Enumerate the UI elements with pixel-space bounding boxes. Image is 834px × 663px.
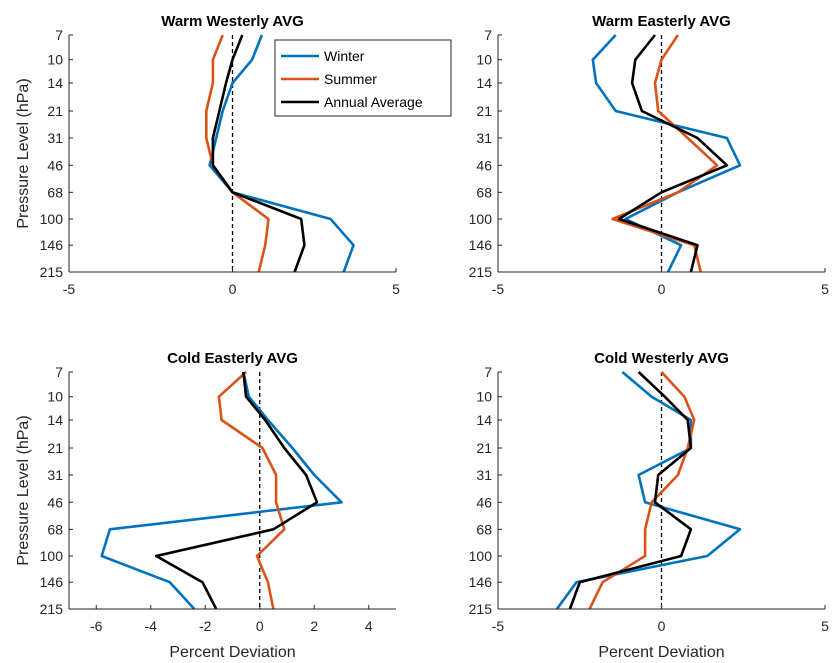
panel-warm-westerly-avg: 7 10 14 21 31 46 68 100 146 215-5 0 5 Warm Westerly … <box>15 13 452 297</box>
y-tick-label: 10 <box>47 52 63 68</box>
panel-title: Warm Easterly AVG <box>592 13 731 30</box>
y-tick-label: 68 <box>476 184 492 200</box>
y-tick-label: 21 <box>47 440 63 456</box>
y-tick-label: 7 <box>55 27 63 43</box>
x-tick-label: 2 <box>310 618 318 634</box>
y-tick-label: 46 <box>476 157 492 173</box>
x-tick-label: -2 <box>199 618 212 634</box>
y-tick-label: 146 <box>40 574 64 590</box>
x-tick-label: -5 <box>492 281 505 297</box>
y-tick-label: 68 <box>47 184 63 200</box>
y-tick-label: 10 <box>47 389 63 405</box>
x-tick-label: -6 <box>90 618 103 634</box>
y-tick-label: 46 <box>47 157 63 173</box>
x-axis-title: Percent Deviation <box>598 644 724 661</box>
y-tick-label: 146 <box>40 237 64 253</box>
y-tick-label: 21 <box>476 440 492 456</box>
y-tick-label: 14 <box>47 75 63 91</box>
y-tick-label: 46 <box>476 494 492 510</box>
y-tick-label: 31 <box>47 130 63 146</box>
y-tick-label: 31 <box>476 467 492 483</box>
x-tick-label: 5 <box>392 281 400 297</box>
y-tick-label: 68 <box>47 521 63 537</box>
x-tick-label: 4 <box>365 618 373 634</box>
panel-warm-easterly-avg: 7 10 14 21 31 46 68 100 146 215-5 0 5 Warm Easterly … <box>469 13 829 297</box>
series-line-summer <box>205 34 270 273</box>
y-tick-label: 7 <box>55 364 63 380</box>
y-tick-label: 14 <box>476 75 492 91</box>
y-tick-label: 31 <box>476 130 492 146</box>
y-tick-label: 100 <box>40 211 64 227</box>
y-axis-title: Pressure Level (hPa) <box>15 415 32 565</box>
series-line-annual-average <box>154 371 319 610</box>
x-tick-label: 0 <box>658 618 666 634</box>
x-tick-label: 5 <box>821 618 829 634</box>
y-axis-title: Pressure Level (hPa) <box>15 78 32 228</box>
series-line-winter <box>555 371 742 610</box>
x-tick-label: -5 <box>492 618 505 634</box>
x-tick-label: 0 <box>256 618 264 634</box>
panel-title: Warm Westerly AVG <box>161 13 304 30</box>
y-tick-label: 10 <box>476 389 492 405</box>
y-tick-label: 21 <box>476 103 492 119</box>
y-tick-label: 100 <box>40 548 64 564</box>
y-tick-label: 7 <box>484 364 492 380</box>
y-tick-label: 31 <box>47 467 63 483</box>
x-axis-title: Percent Deviation <box>169 644 295 661</box>
panel-title: Cold Westerly AVG <box>594 350 729 367</box>
legend: Winter Summer Annual Average <box>274 39 452 117</box>
x-tick-label: -4 <box>145 618 158 634</box>
panel-cold-easterly-avg: 7 10 14 21 31 46 68 100 146 215 -6 -4 -2 0 2 4 Cold East… <box>15 350 396 661</box>
y-tick-label: 146 <box>469 237 493 253</box>
y-tick-label: 146 <box>469 574 493 590</box>
y-tick-label: 100 <box>469 211 493 227</box>
y-tick-label: 10 <box>476 52 492 68</box>
x-tick-label: 5 <box>821 281 829 297</box>
x-tick-label: -5 <box>63 281 76 297</box>
x-tick-label: 0 <box>658 281 666 297</box>
y-tick-label: 46 <box>47 494 63 510</box>
legend-label-winter: Winter <box>324 48 365 64</box>
x-tick-label: 0 <box>229 281 237 297</box>
series-line-annual-average <box>211 34 306 273</box>
y-tick-label: 215 <box>40 601 64 617</box>
y-tick-label: 215 <box>40 264 64 280</box>
series-line-winter <box>100 371 343 610</box>
y-tick-label: 215 <box>469 264 493 280</box>
y-tick-label: 14 <box>47 412 63 428</box>
y-tick-label: 68 <box>476 521 492 537</box>
legend-label-annual-average: Annual Average <box>324 94 423 110</box>
series-line-annual-average <box>568 371 693 610</box>
series-line-summer <box>588 371 696 610</box>
series-line-summer <box>611 34 719 273</box>
y-tick-label: 21 <box>47 103 63 119</box>
series-line-summer <box>217 371 286 610</box>
panel-title: Cold Easterly AVG <box>167 350 298 367</box>
series-line-annual-average <box>617 34 729 273</box>
y-tick-label: 7 <box>484 27 492 43</box>
y-tick-label: 14 <box>476 412 492 428</box>
y-tick-label: 215 <box>469 601 493 617</box>
y-tick-label: 100 <box>469 548 493 564</box>
legend-label-summer: Summer <box>324 71 377 87</box>
panel-cold-westerly-avg: 7 10 14 21 31 46 68 100 146 215-5 0 5 Cold Westerly … <box>469 350 829 661</box>
